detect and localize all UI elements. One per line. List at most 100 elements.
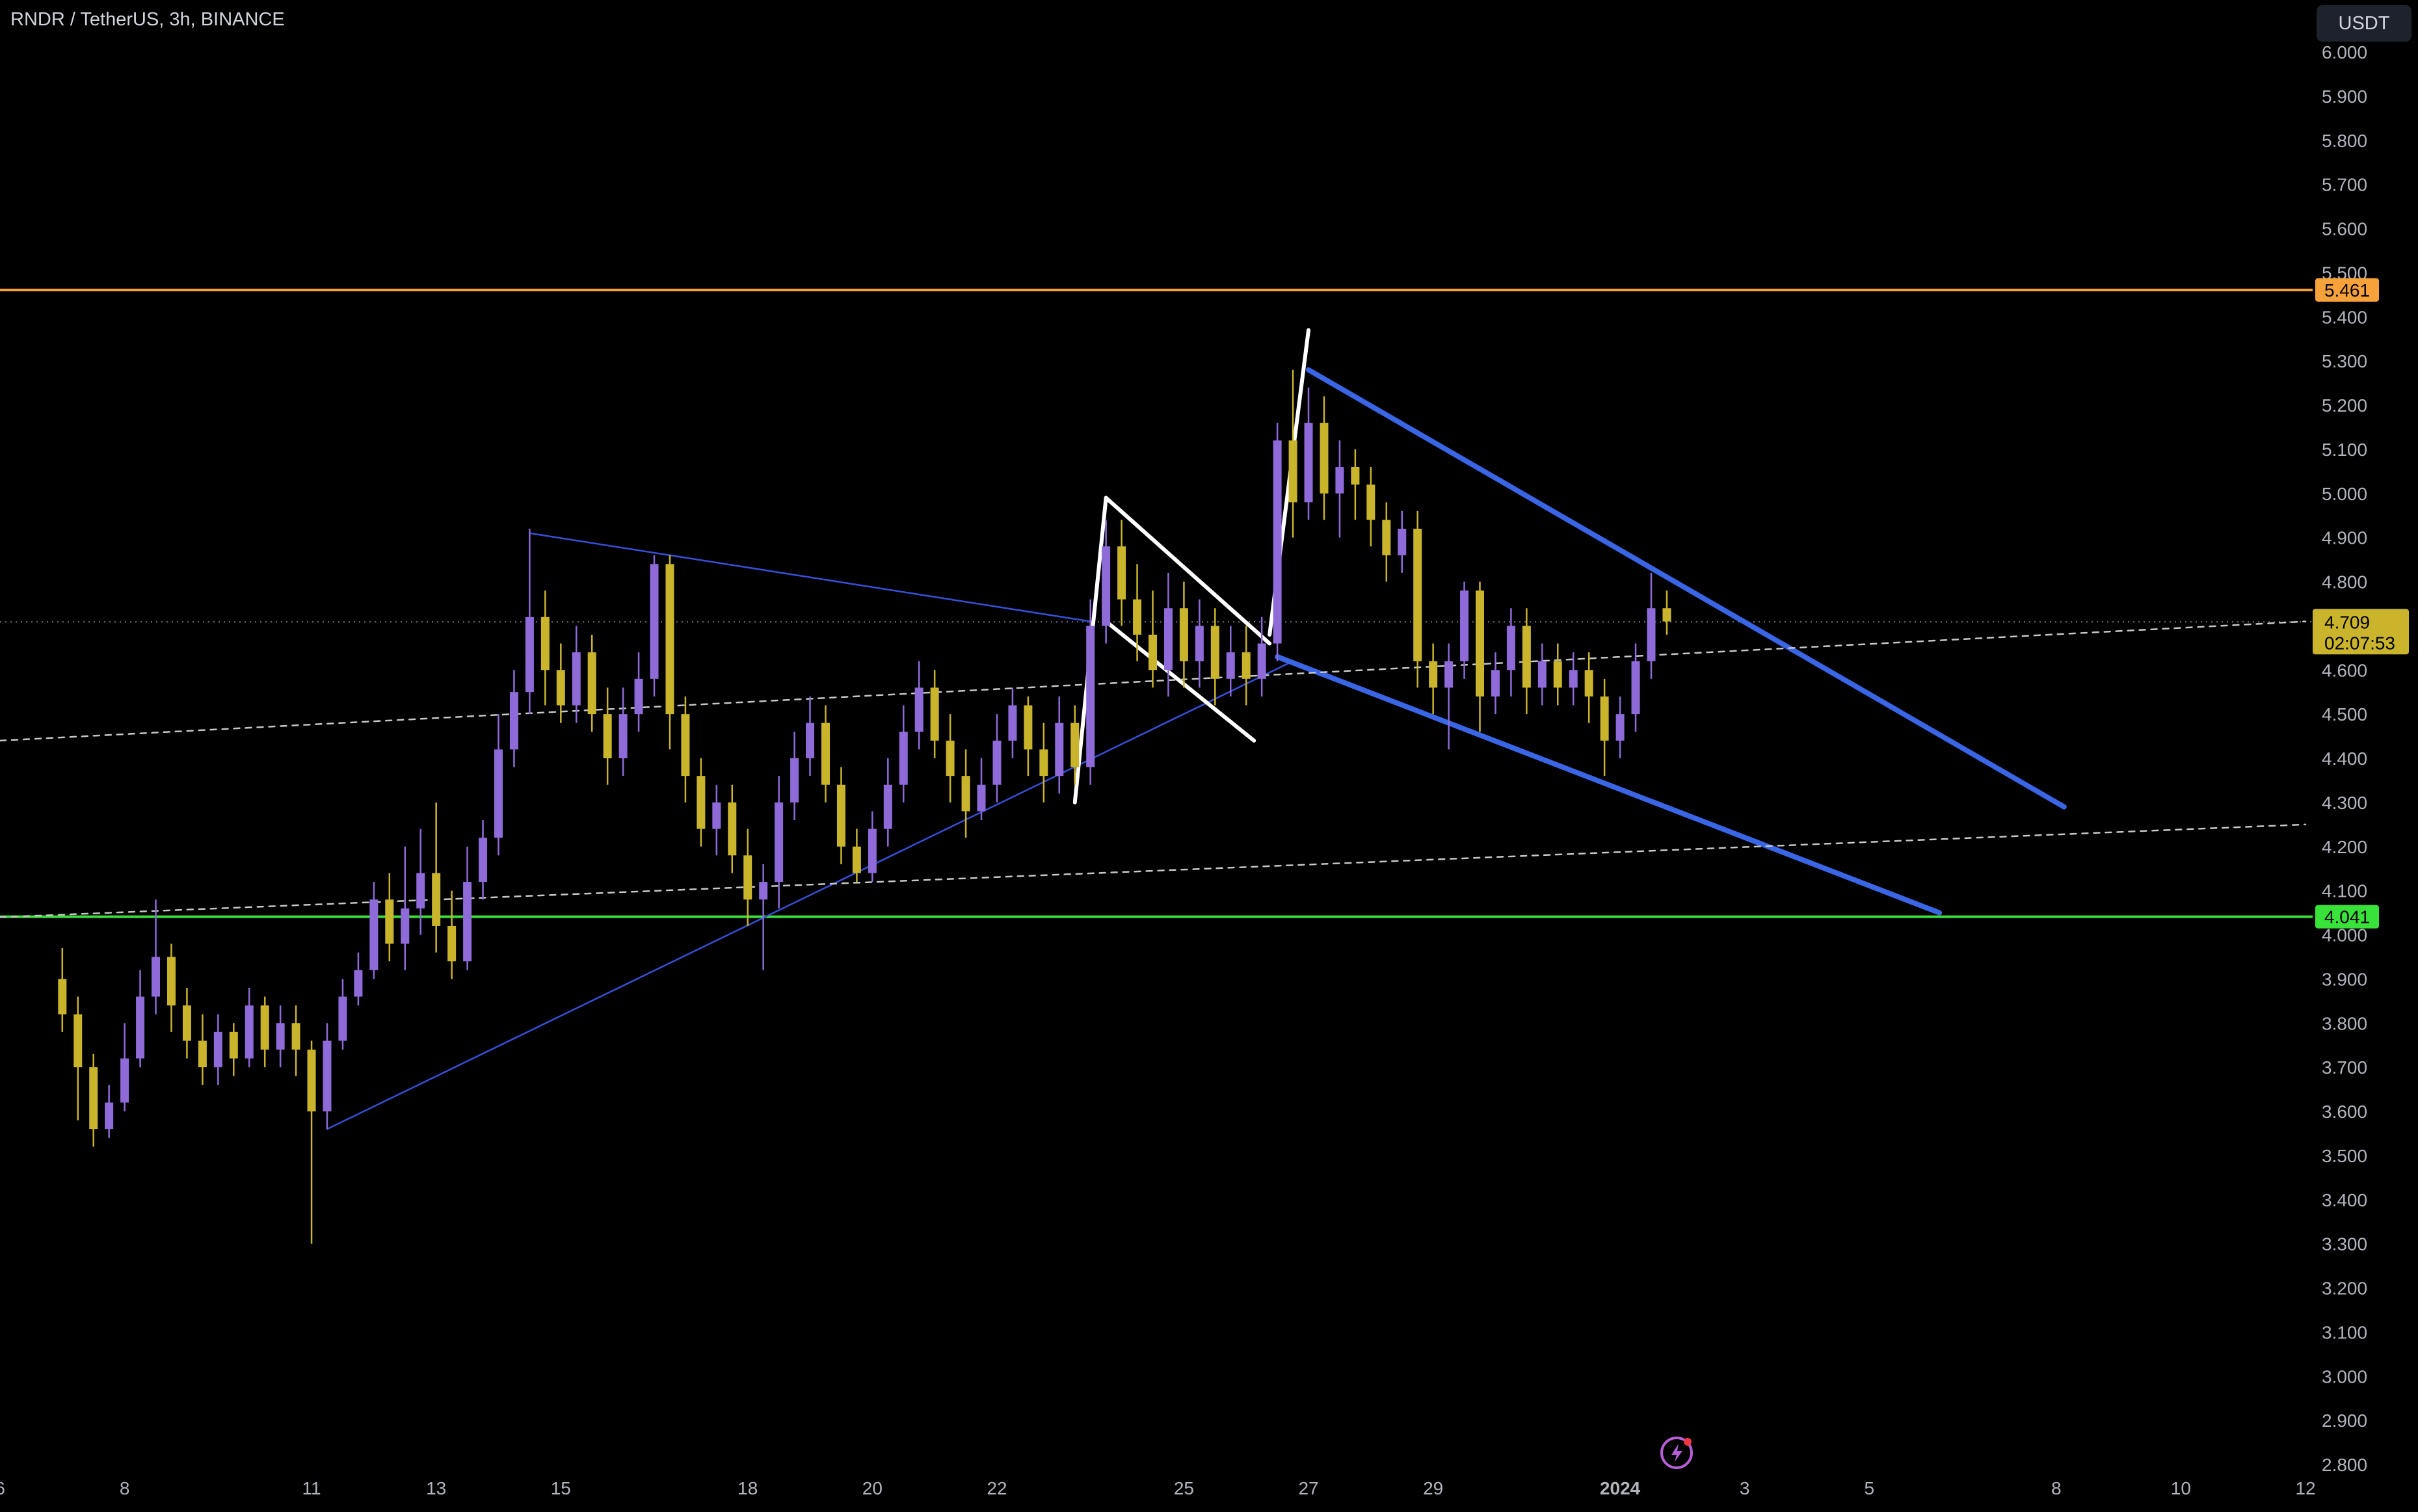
candle[interactable] — [354, 952, 363, 1006]
candle[interactable] — [775, 776, 784, 909]
candle[interactable] — [1273, 423, 1282, 661]
candle[interactable] — [790, 732, 799, 821]
candle[interactable] — [1179, 581, 1188, 688]
candle[interactable] — [1569, 652, 1578, 706]
flag-line[interactable] — [1104, 619, 1256, 743]
channel-line[interactable] — [1275, 654, 1943, 916]
candle[interactable] — [1335, 440, 1344, 538]
candle[interactable] — [369, 882, 379, 979]
candle[interactable] — [697, 758, 706, 847]
flag-line[interactable] — [1104, 496, 1272, 646]
candle[interactable] — [1055, 696, 1064, 794]
candle[interactable] — [385, 873, 394, 962]
candle[interactable] — [494, 714, 503, 856]
candle[interactable] — [899, 705, 908, 802]
candle[interactable] — [447, 890, 457, 979]
candle[interactable] — [977, 758, 986, 821]
candle[interactable] — [1615, 696, 1625, 758]
candle[interactable] — [572, 626, 581, 723]
candle[interactable] — [73, 996, 83, 1121]
candle[interactable] — [1584, 652, 1593, 723]
candle[interactable] — [1491, 652, 1500, 715]
candle[interactable] — [1522, 608, 1531, 715]
candle[interactable] — [1226, 626, 1235, 696]
time-axis[interactable]: 6 8 11 13 15 18 20 22 25 27 29 2024 3 5 8 10 12 — [0, 1478, 2316, 1498]
candle[interactable] — [681, 696, 690, 802]
lightning-icon[interactable] — [1660, 1437, 1693, 1469]
candle[interactable] — [1008, 687, 1017, 758]
candle[interactable] — [852, 829, 861, 882]
candle[interactable] — [618, 687, 628, 776]
candle[interactable] — [868, 811, 877, 882]
candle[interactable] — [1382, 502, 1391, 582]
candle[interactable] — [1133, 564, 1142, 661]
candle[interactable] — [229, 1023, 238, 1076]
candle[interactable] — [930, 670, 939, 758]
candle[interactable] — [743, 829, 752, 926]
candle[interactable] — [1242, 626, 1251, 706]
dashed-trendline[interactable] — [0, 823, 2307, 918]
candle[interactable] — [587, 634, 596, 732]
candle[interactable] — [1195, 599, 1204, 688]
candle[interactable] — [120, 1023, 129, 1111]
dashed-trendline[interactable] — [0, 620, 2307, 742]
candle[interactable] — [1398, 511, 1407, 573]
candle[interactable] — [1351, 449, 1360, 520]
candle[interactable] — [603, 687, 612, 785]
candle[interactable] — [291, 1005, 300, 1076]
candle[interactable] — [1024, 696, 1033, 776]
candle[interactable] — [1537, 643, 1547, 706]
candle[interactable] — [1086, 599, 1095, 785]
candle[interactable] — [136, 970, 145, 1068]
candle[interactable] — [1647, 572, 1656, 679]
candle[interactable] — [1163, 572, 1173, 696]
candle[interactable] — [1257, 617, 1266, 696]
candle[interactable] — [1320, 396, 1329, 520]
trendline-thin[interactable] — [326, 660, 1294, 1130]
candle[interactable] — [105, 1085, 114, 1138]
candle[interactable] — [665, 555, 674, 750]
candle[interactable] — [89, 1054, 98, 1147]
candle[interactable] — [276, 1005, 285, 1068]
candle[interactable] — [1631, 643, 1640, 732]
candle[interactable] — [1429, 643, 1438, 715]
candle[interactable] — [914, 661, 923, 750]
candle[interactable] — [479, 820, 488, 900]
candle[interactable] — [650, 555, 659, 696]
candle[interactable] — [463, 846, 472, 970]
candle[interactable] — [961, 749, 970, 838]
candle[interactable] — [806, 696, 815, 776]
candle[interactable] — [152, 899, 161, 1015]
candle[interactable] — [992, 714, 1002, 802]
candle[interactable] — [759, 864, 768, 970]
candle[interactable] — [198, 1014, 207, 1085]
candle[interactable] — [1460, 581, 1469, 679]
candle[interactable] — [1039, 723, 1048, 802]
candle[interactable] — [1476, 581, 1485, 732]
candle[interactable] — [1070, 705, 1080, 785]
candle[interactable] — [1506, 608, 1515, 696]
candle[interactable] — [883, 758, 892, 847]
candle[interactable] — [1102, 520, 1111, 644]
candle[interactable] — [1288, 369, 1297, 538]
candle[interactable] — [1210, 608, 1219, 706]
candle[interactable] — [1304, 387, 1313, 520]
candle[interactable] — [525, 529, 534, 715]
candle[interactable] — [401, 846, 410, 970]
candle[interactable] — [712, 784, 721, 856]
candle[interactable] — [245, 987, 254, 1068]
currency-button[interactable]: USDT — [2317, 5, 2411, 42]
candle[interactable] — [260, 996, 269, 1068]
candle[interactable] — [509, 670, 518, 767]
candle[interactable] — [1413, 511, 1422, 688]
candle[interactable] — [213, 1014, 222, 1085]
candle[interactable] — [1600, 678, 1609, 776]
candle[interactable] — [1553, 643, 1562, 706]
candle[interactable] — [1366, 467, 1375, 547]
candle[interactable] — [1149, 590, 1157, 688]
candle[interactable] — [166, 944, 176, 1032]
candle[interactable] — [58, 948, 67, 1032]
trendline-thin[interactable] — [529, 532, 1091, 622]
candle[interactable] — [338, 979, 347, 1050]
